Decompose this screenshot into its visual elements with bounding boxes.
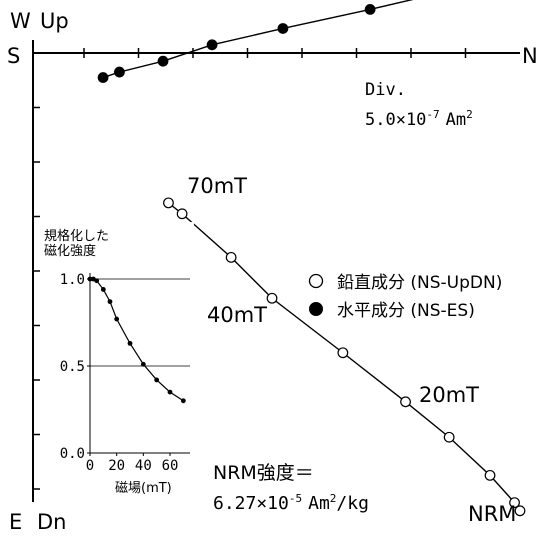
- horizontal-component-point: [364, 3, 376, 15]
- horizontal-component-point: [97, 72, 109, 83]
- inset-point: [87, 276, 93, 282]
- inset-background: [42, 222, 194, 494]
- inset-axes: [89, 273, 190, 454]
- inset-point: [167, 389, 173, 395]
- inset-point: [180, 398, 186, 404]
- axis-label-n: N: [522, 44, 538, 68]
- nrm-intensity-label: NRM強度＝: [213, 462, 314, 484]
- horizontal-component-point: [206, 39, 218, 51]
- inset-point: [94, 278, 100, 284]
- inset-xlabel: 磁場(mT): [115, 481, 172, 496]
- vertical-ticks: [33, 106, 40, 490]
- legend-label-vertical: 鉛直成分 (NS-UpDN): [337, 273, 502, 293]
- horizontal-ticks: [83, 48, 467, 58]
- nrm-intensity-value: 6.27×10-5 Am2/kg: [213, 492, 369, 514]
- axis-label-dn: Dn: [37, 510, 66, 534]
- inset-gridlines: [90, 278, 190, 367]
- legend-label-horizontal: 水平成分 (NS-ES): [337, 301, 475, 321]
- inset-title: 規格化した 磁化強度: [44, 228, 113, 259]
- inset-y-tick-label: 1.0: [60, 272, 85, 288]
- horizontal-component-point: [114, 66, 125, 78]
- nrm-mantissa: 6.27×10: [213, 493, 289, 514]
- scale-exponent: -7: [426, 108, 439, 121]
- inset-y-tick-label: 0.5: [60, 359, 85, 375]
- scale-mantissa: 5.0×10: [365, 110, 426, 130]
- inset-point: [100, 287, 106, 292]
- zijderveld-series: [97, 0, 526, 517]
- vertical-component-point: [509, 497, 520, 509]
- nrm-unit: Am: [308, 493, 330, 514]
- vertical-component-point: [225, 251, 237, 263]
- legend-marker-filled: [309, 302, 323, 316]
- horizontal-component-line: [102, 0, 414, 79]
- nrm-exponent: -5: [289, 492, 302, 505]
- inset-title-line-1: 規格化した: [44, 228, 109, 244]
- legend-marker-open: [308, 273, 324, 289]
- vertical-component-point: [514, 505, 526, 517]
- inset-y-tick-label: 0.0: [60, 446, 85, 462]
- vertical-component-point: [176, 208, 188, 220]
- vertical-component-line: [168, 202, 521, 512]
- inset-chart: 規格化した 磁化強度 0.0 0.5 1.0 0 20 40 60 磁場(mT): [42, 222, 194, 496]
- inset-x-tick-label: 40: [135, 458, 152, 474]
- inset-point: [154, 377, 160, 383]
- inset-point: [127, 340, 133, 346]
- inset-x-tick-label: 0: [86, 458, 94, 474]
- inset-point: [107, 299, 113, 305]
- annotation-40mt: 40mT: [207, 303, 267, 327]
- inset-point: [114, 316, 120, 322]
- annotation-nrm: NRM: [468, 502, 516, 526]
- scale-label: Div.: [365, 80, 406, 100]
- inset-x-tick-label: 60: [162, 458, 179, 474]
- annotation-20mt: 20mT: [419, 383, 479, 407]
- legend: 鉛直成分 (NS-UpDN) 水平成分 (NS-ES): [308, 273, 502, 321]
- scale-value: 5.0×10-7 Am2: [365, 108, 473, 130]
- vertical-component-point: [400, 396, 411, 408]
- vertical-component-point: [443, 431, 455, 443]
- axis-label-w: W: [10, 9, 31, 33]
- horizontal-component-point: [277, 23, 289, 34]
- axis-label-e: E: [9, 510, 22, 534]
- scale-unit-exponent: 2: [466, 108, 473, 121]
- vertical-component-point: [337, 347, 349, 359]
- scale-unit: Am: [446, 110, 466, 130]
- nrm-unit-tail: /kg: [336, 493, 369, 514]
- vertical-component-point: [266, 292, 278, 304]
- inset-x-tick-label: 20: [108, 458, 125, 474]
- inset-tick-labels: 0.0 0.5 1.0 0 20 40 60: [60, 272, 179, 474]
- inset-series: [87, 276, 186, 404]
- nrm-unit-exponent: 2: [330, 492, 337, 505]
- inset-title-line-2: 磁化強度: [44, 243, 96, 259]
- main-axes: [32, 40, 520, 502]
- vertical-component-point: [163, 197, 174, 209]
- annotation-70mt: 70mT: [187, 174, 247, 198]
- vertical-component-point: [484, 469, 496, 481]
- horizontal-component-point: [157, 55, 169, 67]
- inset-point: [140, 361, 146, 367]
- axis-label-up: Up: [40, 9, 69, 33]
- axis-label-s: S: [7, 44, 20, 68]
